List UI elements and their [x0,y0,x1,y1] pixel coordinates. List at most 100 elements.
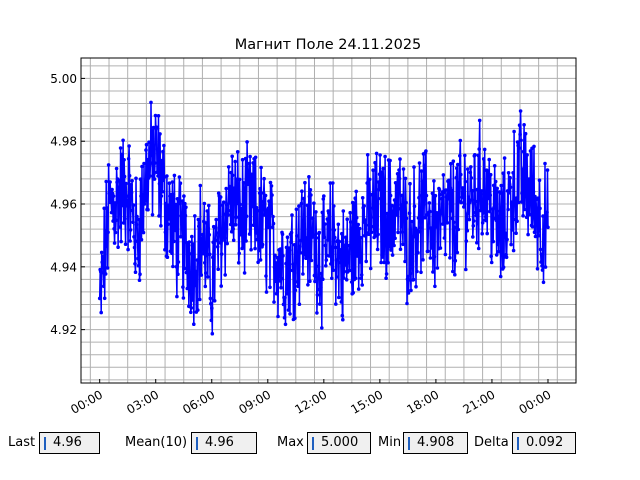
data-point [412,165,416,169]
data-point [349,280,354,284]
data-point [238,232,243,237]
data-point [161,178,166,183]
data-point [405,301,409,306]
data-point [256,229,261,234]
data-point [230,173,235,178]
data-point [215,238,219,243]
data-point [535,267,540,271]
data-point [483,214,488,219]
data-point [109,198,113,203]
data-point [111,194,116,198]
data-point [264,290,269,294]
data-point [487,209,492,214]
data-point [426,249,430,254]
data-point [215,245,220,249]
data-point [531,215,535,220]
data-point [235,201,239,206]
data-point [370,206,375,210]
data-point [167,217,171,221]
data-point [103,229,107,233]
x-tick-label: 15:00 [348,387,385,416]
delta-field[interactable]: 0.092 [512,432,576,454]
data-point [103,272,108,276]
data-point [147,140,151,144]
data-point [245,140,249,144]
data-point [428,256,433,260]
data-point [480,221,485,225]
data-point [307,175,311,179]
data-point [501,171,506,175]
data-point [327,211,331,216]
data-point [180,199,185,203]
y-axis: 4.92 4.94 4.96 4.98 5.00 [50,72,85,337]
data-point [159,194,164,198]
data-point [351,202,356,206]
data-point [221,200,226,204]
data-point [370,192,374,197]
data-point [374,218,378,222]
data-point [146,207,150,212]
data-point [180,222,184,227]
data-point [121,138,125,143]
mean-field[interactable]: 4.96 [191,432,257,454]
chart-title: Магнит Поле 24.11.2025 [235,37,422,53]
last-field[interactable]: 4.96 [39,432,100,454]
data-point [150,213,155,217]
data-point [302,253,307,257]
data-point [299,238,303,243]
data-point [326,238,330,242]
data-point [166,222,170,226]
data-point [278,247,283,251]
data-point [462,194,467,198]
data-point [332,228,337,232]
data-point [432,254,437,259]
data-point [130,208,135,213]
data-point [374,151,379,156]
data-point [212,299,217,303]
data-point [294,207,299,212]
data-point [142,202,147,206]
data-point [154,125,159,129]
data-point [362,204,367,208]
data-point [397,168,401,172]
data-point [114,166,119,171]
data-point [392,243,396,248]
data-point [313,272,318,277]
data-point [143,199,148,203]
data-point [509,242,513,247]
data-point [175,197,180,201]
cursor-icon [196,437,198,450]
data-point [238,202,242,207]
data-point [193,283,198,288]
data-point [458,154,462,158]
last-label: Last [8,435,36,450]
x-tick-label: 21:00 [460,387,497,416]
series-trace [98,102,549,334]
max-field[interactable]: 5.000 [307,432,371,454]
data-point [519,138,523,143]
data-point [143,189,147,194]
data-point [249,172,254,177]
data-point [511,171,515,175]
data-point [450,188,454,193]
data-point [179,213,184,218]
data-point [338,252,342,256]
data-point [474,210,478,215]
data-point [449,161,453,166]
data-point [321,197,326,201]
data-point [120,203,125,208]
data-point [152,177,157,181]
data-point [266,206,271,210]
data-point [434,221,439,226]
data-point [524,215,529,220]
data-point [502,156,507,160]
data-point [470,188,475,193]
data-point [130,179,134,183]
data-point [106,163,111,167]
data-point [467,217,472,222]
data-point [279,285,283,290]
data-point [355,254,360,258]
data-point [271,221,276,226]
min-field[interactable]: 4.908 [403,432,468,454]
cursor-icon [312,437,314,450]
